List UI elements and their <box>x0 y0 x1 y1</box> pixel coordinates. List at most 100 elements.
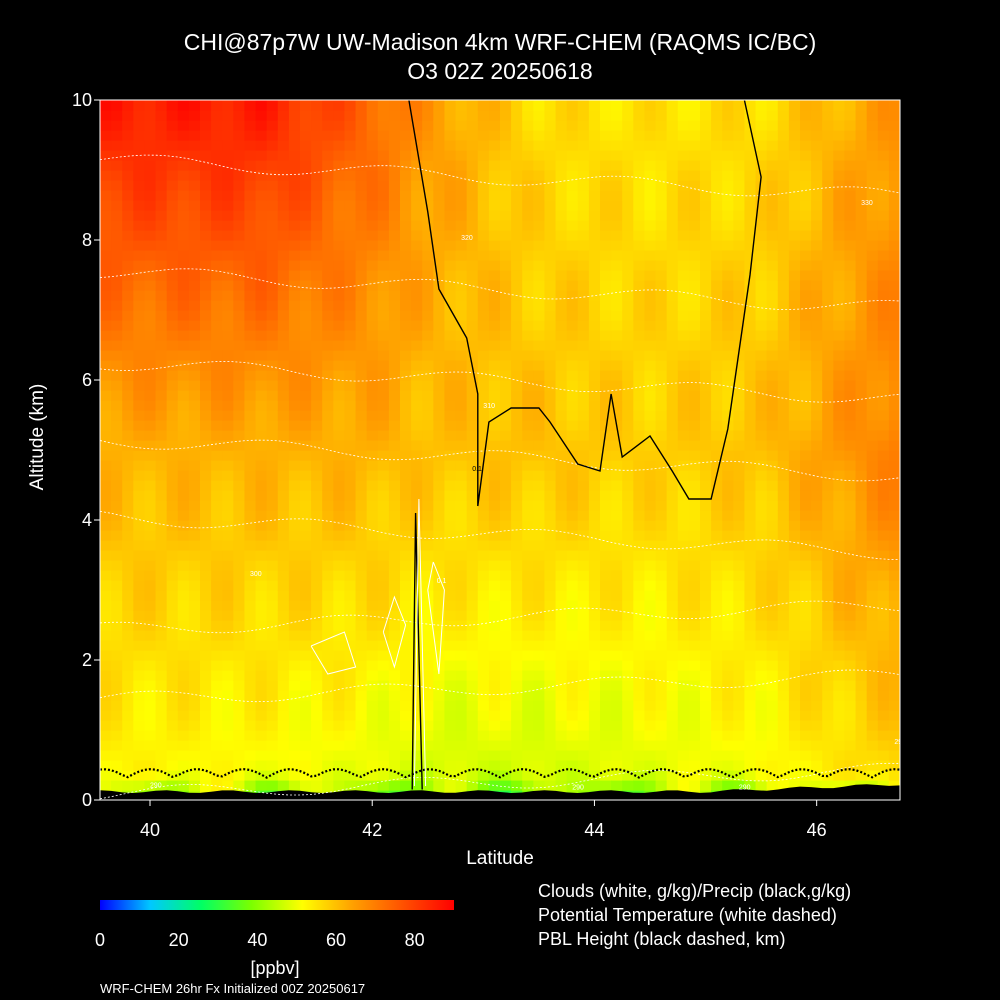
o3-cell <box>100 760 112 771</box>
o3-cell <box>100 640 112 651</box>
o3-cell <box>155 190 168 201</box>
o3-cell <box>288 190 301 201</box>
o3-cell <box>322 600 334 611</box>
o3-cell <box>288 620 301 631</box>
o3-cell <box>588 540 601 551</box>
o3-cell <box>188 570 201 581</box>
o3-cell <box>811 160 823 171</box>
o3-cell <box>422 330 434 341</box>
o3-cell <box>555 620 568 631</box>
o3-cell <box>644 750 657 761</box>
o3-cell <box>277 570 290 581</box>
o3-cell <box>733 530 746 541</box>
o3-cell <box>833 670 846 681</box>
o3-cell <box>111 770 123 781</box>
o3-cell <box>533 240 546 251</box>
o3-cell <box>577 410 590 421</box>
o3-cell <box>444 300 457 311</box>
o3-cell <box>633 180 646 191</box>
o3-cell <box>522 690 534 701</box>
o3-cell <box>777 190 790 201</box>
o3-cell <box>733 760 746 771</box>
o3-cell <box>155 380 168 391</box>
o3-cell <box>388 200 401 211</box>
o3-cell <box>400 540 412 551</box>
o3-cell <box>600 140 612 151</box>
o3-cell <box>133 250 146 261</box>
o3-cell <box>577 470 590 481</box>
o3-cell <box>133 390 146 401</box>
o3-cell <box>166 670 179 681</box>
o3-cell <box>377 450 390 461</box>
o3-cell <box>733 360 746 371</box>
o3-cell <box>777 540 790 551</box>
o3-cell <box>811 490 823 501</box>
o3-cell <box>655 330 668 341</box>
o3-cell <box>333 450 346 461</box>
o3-cell <box>800 390 812 401</box>
o3-cell <box>322 530 334 541</box>
o3-cell <box>355 730 368 741</box>
o3-cell <box>700 500 712 511</box>
o3-cell <box>888 610 900 621</box>
o3-cell <box>455 740 468 751</box>
o3-cell <box>166 710 179 721</box>
o3-cell <box>233 480 246 491</box>
o3-cell <box>666 590 679 601</box>
o3-cell <box>555 610 568 621</box>
o3-cell <box>222 520 234 531</box>
o3-cell <box>622 240 634 251</box>
o3-cell <box>788 240 801 251</box>
o3-cell <box>311 730 323 741</box>
o3-cell <box>688 330 701 341</box>
o3-cell <box>688 650 701 661</box>
o3-cell <box>222 170 234 181</box>
o3-cell <box>444 380 457 391</box>
o3-cell <box>588 650 601 661</box>
o3-cell <box>588 110 601 121</box>
o3-cell <box>344 200 357 211</box>
o3-cell <box>711 220 723 231</box>
o3-cell <box>155 370 168 381</box>
o3-cell <box>488 490 501 501</box>
o3-cell <box>655 640 668 651</box>
o3-cell <box>333 580 346 591</box>
o3-cell <box>600 470 612 481</box>
o3-cell <box>644 350 657 361</box>
o3-cell <box>711 180 723 191</box>
o3-cell <box>855 710 868 721</box>
o3-cell <box>300 180 312 191</box>
o3-cell <box>766 480 779 491</box>
o3-cell <box>466 450 479 461</box>
o3-cell <box>122 760 134 771</box>
o3-cell <box>266 190 279 201</box>
o3-cell <box>722 740 734 751</box>
o3-cell <box>544 120 557 131</box>
o3-cell <box>211 230 223 241</box>
o3-cell <box>477 600 490 611</box>
o3-cell <box>700 460 712 471</box>
o3-cell <box>622 280 634 291</box>
o3-cell <box>788 250 801 261</box>
o3-cell <box>288 390 301 401</box>
o3-cell <box>888 650 900 661</box>
o3-cell <box>633 240 646 251</box>
o3-cell <box>488 320 501 331</box>
o3-cell <box>377 630 390 641</box>
o3-cell <box>266 580 279 591</box>
o3-cell <box>500 530 512 541</box>
o3-cell <box>466 110 479 121</box>
o3-cell <box>722 220 734 231</box>
o3-cell <box>522 470 534 481</box>
o3-cell <box>333 530 346 541</box>
o3-cell <box>444 680 457 691</box>
o3-cell <box>455 230 468 241</box>
o3-cell <box>577 620 590 631</box>
o3-cell <box>655 510 668 521</box>
o3-cell <box>166 600 179 611</box>
o3-cell <box>266 260 279 271</box>
o3-cell <box>655 230 668 241</box>
o3-cell <box>111 510 123 521</box>
o3-cell <box>711 120 723 131</box>
o3-cell <box>433 340 446 351</box>
